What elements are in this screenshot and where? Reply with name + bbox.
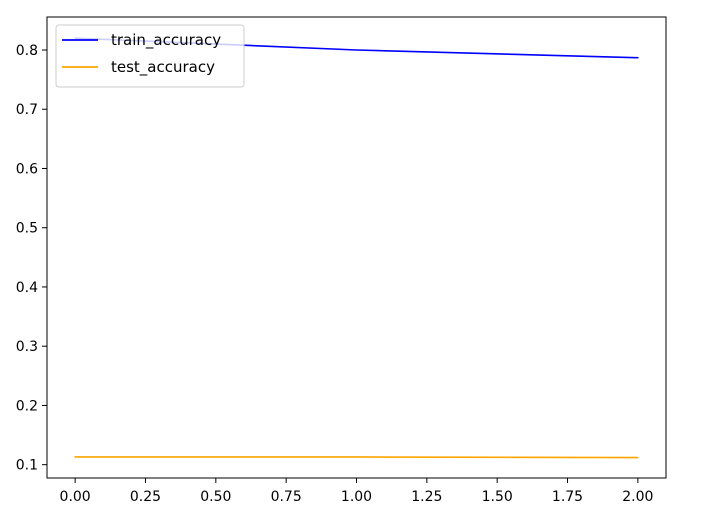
x-tick-label: 2.00 bbox=[622, 489, 653, 505]
y-tick-label: 0.8 bbox=[16, 43, 38, 59]
x-axis: 0.00 0.25 0.50 0.75 1.00 1.25 1.50 1.75 2.00 bbox=[60, 478, 653, 505]
legend-label: test_accuracy bbox=[111, 58, 215, 77]
y-tick-label: 0.2 bbox=[16, 398, 38, 414]
x-tick-label: 0.00 bbox=[60, 489, 91, 505]
legend-box bbox=[55, 24, 245, 88]
y-axis: 0.1 0.2 0.3 0.4 0.5 0.6 0.7 0.8 bbox=[16, 43, 47, 474]
y-tick-label: 0.1 bbox=[16, 458, 38, 474]
x-tick-label: 0.25 bbox=[130, 489, 161, 505]
x-tick-label: 1.50 bbox=[482, 489, 513, 505]
x-tick-label: 0.50 bbox=[200, 489, 231, 505]
y-tick-label: 0.6 bbox=[16, 161, 38, 177]
y-tick-label: 0.4 bbox=[16, 280, 38, 296]
x-tick-label: 0.75 bbox=[271, 489, 302, 505]
y-tick-label: 0.3 bbox=[16, 339, 38, 355]
y-tick-label: 0.5 bbox=[16, 221, 38, 237]
series-line-test-accuracy bbox=[74, 456, 639, 459]
legend: train_accuracy test_accuracy bbox=[55, 24, 245, 88]
x-tick-label: 1.00 bbox=[341, 489, 372, 505]
x-tick-label: 1.75 bbox=[552, 489, 583, 505]
y-tick-label: 0.7 bbox=[16, 102, 38, 118]
axes-frame bbox=[46, 16, 667, 479]
legend-label: train_accuracy bbox=[111, 31, 221, 50]
x-tick-label: 1.25 bbox=[411, 489, 442, 505]
